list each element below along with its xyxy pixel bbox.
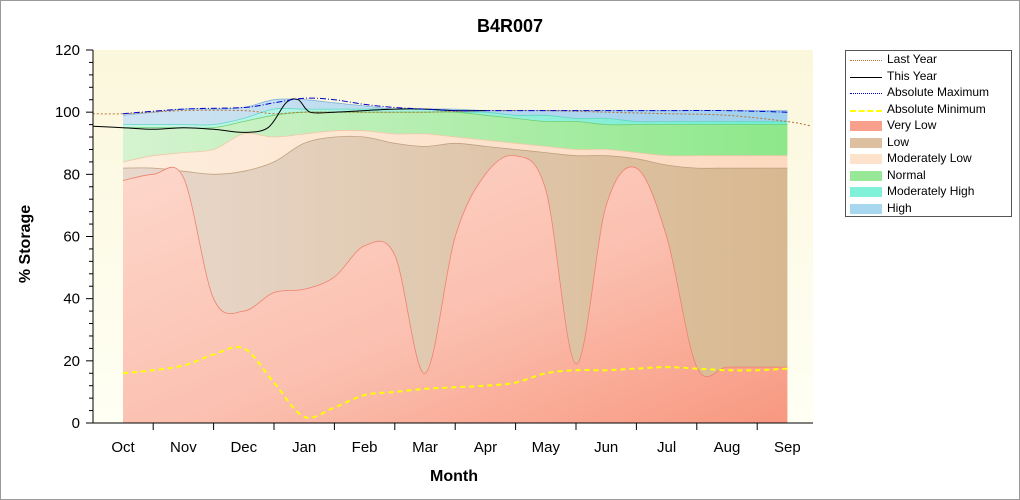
legend-label: Low bbox=[887, 134, 910, 149]
legend-label: Moderately Low bbox=[887, 151, 972, 165]
legend-swatch bbox=[850, 154, 882, 164]
legend-swatch bbox=[850, 203, 882, 214]
legend-swatch bbox=[850, 170, 882, 181]
band-very-low bbox=[123, 155, 788, 423]
x-axis-title: Month bbox=[430, 468, 478, 485]
y-tick-label: 60 bbox=[63, 229, 80, 246]
legend-item-very-low: Very Low bbox=[846, 118, 1011, 134]
y-axis: 0 20 40 60 80 100 120 bbox=[55, 42, 93, 432]
x-tick-label: Jul bbox=[657, 439, 676, 456]
x-tick-label: Jan bbox=[292, 439, 316, 456]
legend-swatch bbox=[850, 187, 882, 197]
legend-swatch bbox=[850, 60, 882, 61]
legend-swatch bbox=[850, 137, 882, 148]
band-very-low-edge bbox=[122, 154, 788, 378]
x-axis: Oct Nov Dec Jan Feb Mar Apr May Jun Jul Aug Sep bbox=[111, 423, 801, 456]
band-normal-edge bbox=[122, 111, 788, 129]
y-tick-label: 80 bbox=[63, 166, 80, 183]
y-tick-label: 40 bbox=[63, 291, 80, 308]
legend-swatch bbox=[850, 93, 882, 94]
legend-item-low: Low bbox=[846, 135, 1011, 151]
legend-item-moderately-low: Moderately Low bbox=[846, 151, 1011, 167]
legend-label: Absolute Maximum bbox=[887, 85, 990, 99]
legend-label: High bbox=[887, 200, 912, 215]
x-tick-label: May bbox=[532, 439, 561, 456]
x-tick-label: Sep bbox=[774, 439, 801, 456]
legend-label: Moderately High bbox=[887, 184, 975, 198]
band-low-edge bbox=[122, 135, 788, 175]
x-tick-label: Oct bbox=[111, 439, 135, 456]
x-tick-label: Mar bbox=[412, 439, 438, 456]
band-low bbox=[123, 136, 788, 377]
bands-layer bbox=[122, 98, 788, 423]
x-tick-label: Dec bbox=[230, 439, 257, 456]
legend: Last Year This Year Absolute Maximum Absolu… bbox=[845, 50, 1012, 217]
series-line-absolute-minimum bbox=[122, 345, 788, 419]
y-tick-label: 100 bbox=[55, 104, 80, 121]
legend-swatch bbox=[850, 121, 882, 131]
legend-label: Normal bbox=[887, 167, 926, 182]
y-tick-label: 120 bbox=[55, 42, 80, 59]
band-moderately-low bbox=[123, 130, 788, 175]
legend-item-normal: Normal bbox=[846, 168, 1011, 184]
legend-item-this-year: This Year bbox=[846, 69, 1011, 85]
legend-item-high: High bbox=[846, 201, 1011, 217]
legend-swatch bbox=[850, 109, 882, 112]
series-line-last-year bbox=[92, 109, 812, 127]
band-moderately-low-edge bbox=[122, 130, 788, 163]
legend-item-last-year: Last Year bbox=[846, 52, 1011, 68]
y-axis-title: % Storage bbox=[17, 205, 34, 283]
y-tick-label: 20 bbox=[63, 353, 80, 370]
x-tick-label: Nov bbox=[170, 439, 197, 456]
legend-item-absolute-maximum: Absolute Maximum bbox=[846, 85, 1011, 101]
x-tick-label: Apr bbox=[474, 439, 497, 456]
legend-label: This Year bbox=[887, 68, 938, 83]
chart-title: B4R007 bbox=[477, 16, 543, 36]
legend-label: Absolute Minimum bbox=[887, 101, 986, 116]
x-tick-label: Feb bbox=[352, 439, 378, 456]
legend-label: Last Year bbox=[887, 52, 938, 66]
y-tick-label: 0 bbox=[72, 415, 80, 432]
series-line-absolute-maximum bbox=[122, 97, 788, 115]
legend-swatch bbox=[850, 76, 882, 78]
legend-label: Very Low bbox=[887, 118, 937, 132]
legend-item-moderately-high: Moderately High bbox=[846, 184, 1011, 200]
x-tick-label: Jun bbox=[594, 439, 618, 456]
lines-layer bbox=[92, 97, 812, 419]
x-tick-label: Aug bbox=[714, 439, 741, 456]
legend-item-absolute-minimum: Absolute Minimum bbox=[846, 102, 1011, 118]
